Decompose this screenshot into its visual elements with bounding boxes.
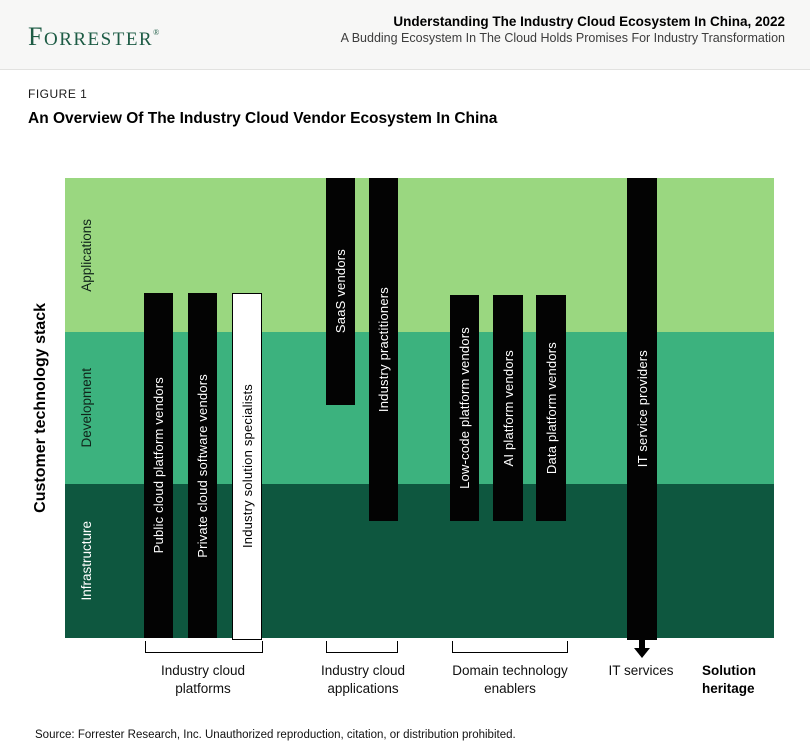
figure-title: An Overview Of The Industry Cloud Vendor… <box>28 110 498 127</box>
forrester-logo: Forrester® <box>28 22 159 52</box>
vendor-bar-ai-platform-vendors: AI platform vendors <box>493 295 523 521</box>
group-bracket-industry-cloud-applications <box>326 641 398 653</box>
vendor-bar-industry-solution-specialists: Industry solution specialists <box>232 293 262 640</box>
down-arrow-stem <box>639 640 645 649</box>
group-bracket-industry-cloud-platforms <box>145 641 263 653</box>
vendor-bar-private-cloud-software-vendors: Private cloud software vendors <box>188 293 217 638</box>
vendor-bar-saas-vendors: SaaS vendors <box>326 178 355 405</box>
solution-heritage-label: Solution heritage <box>702 663 756 696</box>
registered-trademark-icon: ® <box>153 28 160 37</box>
vendor-bar-it-service-providers: IT service providers <box>627 178 657 640</box>
group-label-industry-cloud-applications: Industry cloud applications <box>320 663 406 696</box>
group-label-industry-cloud-platforms: Industry cloud platforms <box>160 663 246 696</box>
group-label-it-services: IT services <box>608 663 674 678</box>
vendor-bar-public-cloud-platform-vendors: Public cloud platform vendors <box>144 293 173 638</box>
band-label-applications: Applications <box>78 218 94 292</box>
figure-label: FIGURE 1 <box>28 87 88 101</box>
report-header: Forrester® Understanding The Industry Cl… <box>0 0 810 70</box>
source-note: Source: Forrester Research, Inc. Unautho… <box>35 729 516 741</box>
y-axis-label: Customer technology stack <box>28 178 54 638</box>
group-label-domain-technology-enablers: Domain technology enablers <box>452 663 568 696</box>
vendor-bar-industry-practitioners: Industry practitioners <box>369 178 398 521</box>
report-title: Understanding The Industry Cloud Ecosyst… <box>393 14 785 29</box>
forrester-logo-text: Forrester <box>28 22 154 51</box>
y-axis-label-text: Customer technology stack <box>32 303 49 513</box>
report-subtitle: A Budding Ecosystem In The Cloud Holds P… <box>340 31 785 45</box>
vendor-bar-low-code-platform-vendors: Low-code platform vendors <box>450 295 479 521</box>
band-label-infrastructure: Infrastructure <box>78 521 94 601</box>
down-arrow-icon <box>634 648 650 658</box>
band-label-development: Development <box>78 368 94 448</box>
vendor-bar-data-platform-vendors: Data platform vendors <box>536 295 566 521</box>
header-titles: Understanding The Industry Cloud Ecosyst… <box>341 13 785 47</box>
group-bracket-domain-technology-enablers <box>452 641 568 653</box>
